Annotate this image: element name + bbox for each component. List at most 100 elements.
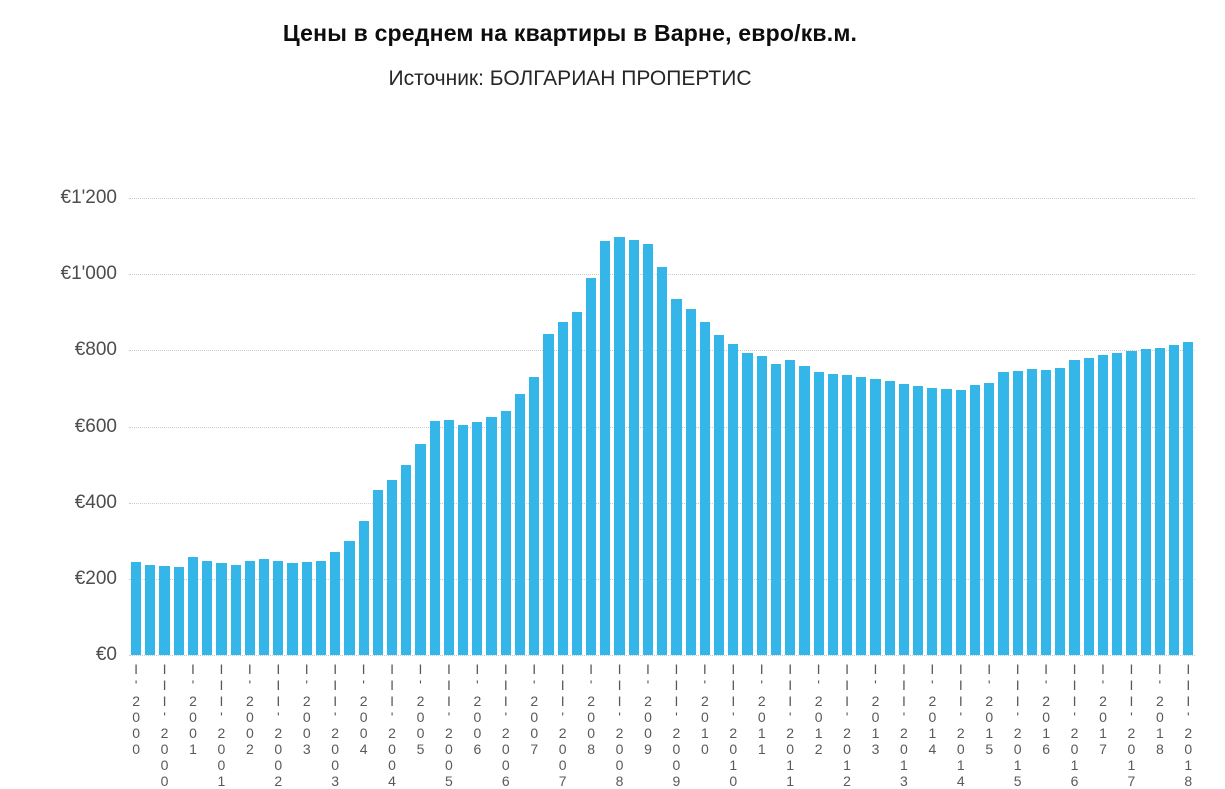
bar	[131, 561, 142, 655]
bar	[543, 333, 554, 655]
bar	[315, 561, 327, 655]
x-tick-slot	[1139, 661, 1153, 787]
x-tick-label: I'2015	[981, 661, 998, 757]
bar	[443, 420, 455, 655]
x-tick-slot: III'2012	[839, 661, 855, 789]
x-tick-label: I'2012	[810, 661, 827, 757]
x-tick-slot: I'2012	[810, 661, 827, 787]
x-tick-label: I'2011	[753, 661, 770, 757]
bar	[472, 422, 483, 655]
bar	[813, 371, 824, 655]
bar	[358, 520, 369, 655]
bar	[799, 366, 810, 655]
x-tick-slot	[371, 661, 385, 787]
x-tick-slot: I'2006	[469, 661, 485, 787]
bar	[827, 374, 838, 655]
bar	[685, 308, 696, 655]
x-tick-slot: I'2005	[412, 661, 429, 787]
bar	[244, 560, 255, 655]
bar	[1183, 341, 1194, 655]
bar	[614, 236, 625, 655]
x-tick-slot: I'2017	[1095, 661, 1111, 787]
bar	[557, 322, 568, 655]
x-tick-slot	[1082, 661, 1096, 787]
bar	[913, 386, 924, 655]
x-tick-slot: I'2014	[924, 661, 941, 787]
x-tick-slot	[911, 661, 925, 787]
bar	[884, 381, 895, 655]
bar	[742, 353, 753, 655]
x-tick-slot: III'2010	[725, 661, 741, 789]
x-tick-slot	[229, 661, 243, 787]
x-tick-slot: I'2008	[583, 661, 600, 787]
bar	[372, 489, 383, 655]
chart-subtitle: Источник: БОЛГАРИАН ПРОПЕРТИС	[388, 67, 752, 90]
x-tick-slot: III'2005	[440, 661, 457, 789]
x-tick-label: I'2001	[184, 661, 201, 757]
bar	[713, 335, 725, 655]
bar	[1041, 370, 1052, 655]
x-tick-label: III'2018	[1180, 661, 1197, 789]
bar	[785, 360, 796, 655]
bar	[728, 344, 739, 655]
x-tick-slot	[513, 661, 527, 787]
y-tick-label: €800	[74, 339, 117, 361]
x-tick-label: III'2000	[156, 661, 173, 789]
bars	[129, 198, 1195, 655]
x-tick-label: III'2016	[1066, 661, 1083, 789]
x-tick-slot	[854, 661, 868, 787]
x-tick-slot	[172, 661, 186, 787]
x-tick-label: III'2003	[327, 661, 344, 789]
bar	[870, 378, 881, 655]
bar	[571, 311, 582, 655]
x-tick-slot: III'2018	[1180, 661, 1197, 789]
x-tick-label: I'2009	[639, 661, 656, 757]
bar	[642, 243, 654, 655]
x-tick-slot: I'2018	[1152, 661, 1168, 787]
x-tick-slot	[541, 661, 555, 787]
x-tick-label: I'2005	[412, 661, 429, 757]
x-tick-slot	[627, 661, 641, 787]
bar	[258, 559, 270, 655]
bar	[969, 385, 981, 655]
bar	[671, 298, 682, 655]
bar	[1026, 369, 1037, 655]
y-tick-label: €200	[74, 567, 117, 589]
x-tick-slot	[598, 661, 612, 787]
bar	[1168, 345, 1180, 655]
bar	[330, 551, 341, 655]
y-tick-label: €0	[95, 644, 117, 665]
x-tick-slot	[257, 661, 271, 787]
x-tick-slot	[712, 661, 726, 787]
x-tick-slot: III'2000	[156, 661, 173, 789]
x-tick-slot	[996, 661, 1010, 787]
x-tick-slot: I'2016	[1038, 661, 1055, 787]
x-tick-slot	[1167, 661, 1181, 787]
x-tick-slot: III'2009	[668, 661, 684, 789]
x-tick-slot: III'2006	[498, 661, 514, 789]
bar	[500, 410, 511, 655]
x-tick-slot	[1053, 661, 1067, 787]
x-tick-slot: III'2013	[895, 661, 912, 789]
bar	[657, 266, 668, 655]
x-tick-slot: III'2017	[1123, 661, 1139, 789]
x-tick-label: III'2013	[895, 661, 912, 789]
x-tick-label: III'2005	[440, 661, 457, 789]
bar	[415, 444, 426, 655]
x-tick-slot	[314, 661, 328, 787]
x-tick-label: I'2016	[1038, 661, 1055, 757]
x-tick-slot	[399, 661, 413, 787]
bar	[401, 464, 412, 655]
bar	[941, 388, 952, 655]
x-tick-slot: III'2016	[1066, 661, 1083, 789]
x-tick-label: I'2014	[924, 661, 941, 757]
bar	[173, 567, 184, 655]
bar	[955, 389, 966, 655]
x-tick-slot	[285, 661, 299, 787]
bar	[628, 239, 639, 655]
x-tick-label: I'2008	[583, 661, 600, 757]
x-axis: I'2000 III'2000 I'2001 III'2001 I'2002 III'20…	[128, 661, 1197, 789]
bar	[458, 424, 469, 655]
bar	[756, 356, 767, 655]
x-tick-slot	[456, 661, 470, 787]
